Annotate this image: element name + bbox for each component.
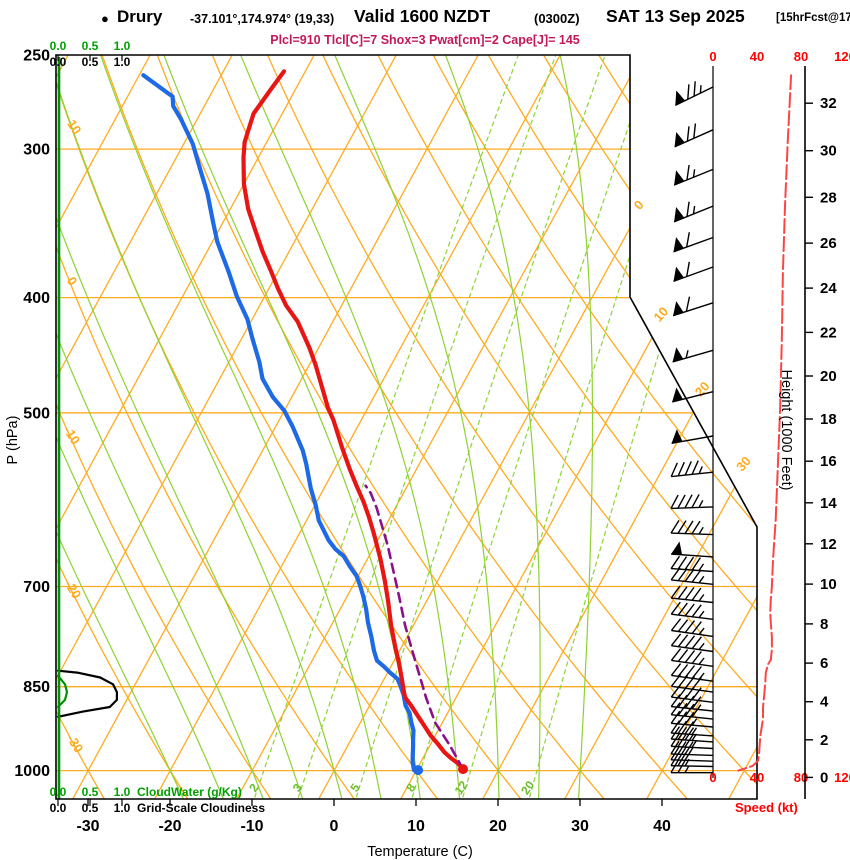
svg-text:0: 0 bbox=[64, 274, 81, 288]
svg-text:0.0: 0.0 bbox=[50, 785, 67, 799]
parcel-curve bbox=[364, 484, 465, 771]
svg-text:0: 0 bbox=[709, 49, 716, 64]
svg-text:300: 300 bbox=[23, 142, 50, 159]
valid-time: Valid 1600 NZDT bbox=[354, 6, 491, 26]
svg-text:10: 10 bbox=[407, 818, 425, 835]
cloudiness-curve bbox=[56, 669, 118, 718]
svg-text:8: 8 bbox=[403, 781, 418, 795]
valid-utc: (0300Z) bbox=[534, 11, 580, 26]
svg-text:12: 12 bbox=[820, 536, 837, 553]
svg-text:40: 40 bbox=[653, 818, 671, 835]
svg-text:2: 2 bbox=[820, 732, 828, 749]
svg-text:1000: 1000 bbox=[14, 763, 50, 780]
svg-text:1.0: 1.0 bbox=[114, 39, 131, 53]
svg-text:Height (1000 Feet): Height (1000 Feet) bbox=[778, 370, 794, 491]
svg-text:20: 20 bbox=[820, 368, 837, 385]
svg-text:250: 250 bbox=[23, 48, 50, 65]
svg-text:28: 28 bbox=[820, 189, 837, 206]
svg-text:0.0: 0.0 bbox=[50, 801, 67, 815]
svg-text:10: 10 bbox=[820, 576, 837, 593]
surface-dewpoint-dot bbox=[413, 765, 424, 776]
svg-text:0: 0 bbox=[820, 769, 828, 786]
svg-text:4: 4 bbox=[820, 694, 829, 711]
svg-text:6: 6 bbox=[820, 655, 828, 672]
svg-text:22: 22 bbox=[820, 324, 837, 341]
svg-text:0.5: 0.5 bbox=[82, 801, 99, 815]
svg-text:120: 120 bbox=[834, 770, 850, 785]
temperature-curve bbox=[241, 69, 466, 772]
speed-profile: 0040408080120120Speed (kt) bbox=[709, 49, 850, 815]
svg-text:16: 16 bbox=[820, 453, 837, 470]
svg-text:0: 0 bbox=[631, 197, 647, 212]
svg-text:120: 120 bbox=[834, 49, 850, 64]
svg-text:Temperature (C): Temperature (C) bbox=[367, 844, 473, 860]
svg-text:80: 80 bbox=[794, 49, 808, 64]
dewpoint-curve bbox=[141, 73, 417, 773]
surface-temp-dot bbox=[458, 764, 468, 775]
svg-text:30: 30 bbox=[571, 818, 589, 835]
cloud-scale: 0.0 0.0 0.0 0.0 0.5 0.5 0.5 0.5 1.0 1.0 1.0 1.0 Clou… bbox=[50, 39, 266, 815]
svg-text:-20: -20 bbox=[158, 818, 181, 835]
svg-text:CloudWater (g/Kg): CloudWater (g/Kg) bbox=[137, 785, 242, 799]
svg-text:30: 30 bbox=[820, 143, 837, 160]
svg-text:40: 40 bbox=[750, 49, 764, 64]
svg-text:-20: -20 bbox=[62, 577, 85, 601]
skewt-grid bbox=[56, 55, 757, 799]
stability-indices: Plcl=910 Tlcl[C]=7 Shox=3 Pwat[cm]=2 Cap… bbox=[270, 33, 580, 47]
svg-text:0.0: 0.0 bbox=[50, 39, 67, 53]
svg-text:32: 32 bbox=[820, 95, 837, 112]
svg-text:Speed (kt): Speed (kt) bbox=[735, 800, 798, 815]
svg-text:850: 850 bbox=[23, 679, 50, 696]
temperature-axis: -30 -20 -10 0 10 20 30 40 Temperature (C) bbox=[57, 55, 671, 860]
svg-text:30: 30 bbox=[733, 453, 754, 474]
svg-text:24: 24 bbox=[820, 280, 837, 297]
svg-text:-10: -10 bbox=[60, 423, 83, 447]
cloudwater-curve bbox=[56, 57, 69, 799]
svg-text:-30: -30 bbox=[64, 732, 87, 756]
station-marker-icon: ● bbox=[101, 11, 109, 26]
svg-text:0: 0 bbox=[330, 818, 339, 835]
wind-barbs bbox=[670, 66, 714, 778]
svg-text:-10: -10 bbox=[240, 818, 263, 835]
svg-text:8: 8 bbox=[820, 616, 828, 633]
svg-text:0.5: 0.5 bbox=[82, 39, 99, 53]
svg-text:40: 40 bbox=[750, 770, 764, 785]
station-name: Drury bbox=[117, 7, 163, 26]
svg-text:26: 26 bbox=[820, 235, 837, 252]
svg-text:0: 0 bbox=[709, 770, 716, 785]
svg-text:20: 20 bbox=[489, 818, 507, 835]
svg-text:1.0: 1.0 bbox=[114, 785, 131, 799]
forecast-tag: [15hrFcst@1706z] bbox=[776, 12, 850, 24]
svg-text:400: 400 bbox=[23, 290, 50, 307]
svg-text:700: 700 bbox=[23, 579, 50, 596]
svg-text:0.5: 0.5 bbox=[82, 55, 99, 69]
valid-date: SAT 13 Sep 2025 bbox=[606, 6, 745, 26]
station-coords: -37.101°,174.974° (19,33) bbox=[190, 12, 335, 26]
pressure-axis: 250 300 400 500 700 850 1000 P (hPa) bbox=[5, 48, 50, 781]
svg-text:18: 18 bbox=[820, 411, 837, 428]
svg-text:10: 10 bbox=[650, 304, 671, 325]
svg-text:14: 14 bbox=[820, 495, 837, 512]
svg-text:1.0: 1.0 bbox=[114, 55, 131, 69]
svg-text:Grid-Scale Cloudiness: Grid-Scale Cloudiness bbox=[137, 801, 265, 815]
svg-text:1.0: 1.0 bbox=[114, 801, 131, 815]
svg-text:-30: -30 bbox=[76, 818, 99, 835]
plot-border bbox=[55, 54, 758, 800]
svg-text:10: 10 bbox=[64, 117, 84, 137]
svg-text:0.5: 0.5 bbox=[82, 785, 99, 799]
svg-text:P (hPa): P (hPa) bbox=[5, 416, 21, 465]
svg-text:0.0: 0.0 bbox=[50, 55, 67, 69]
svg-text:500: 500 bbox=[23, 405, 50, 422]
